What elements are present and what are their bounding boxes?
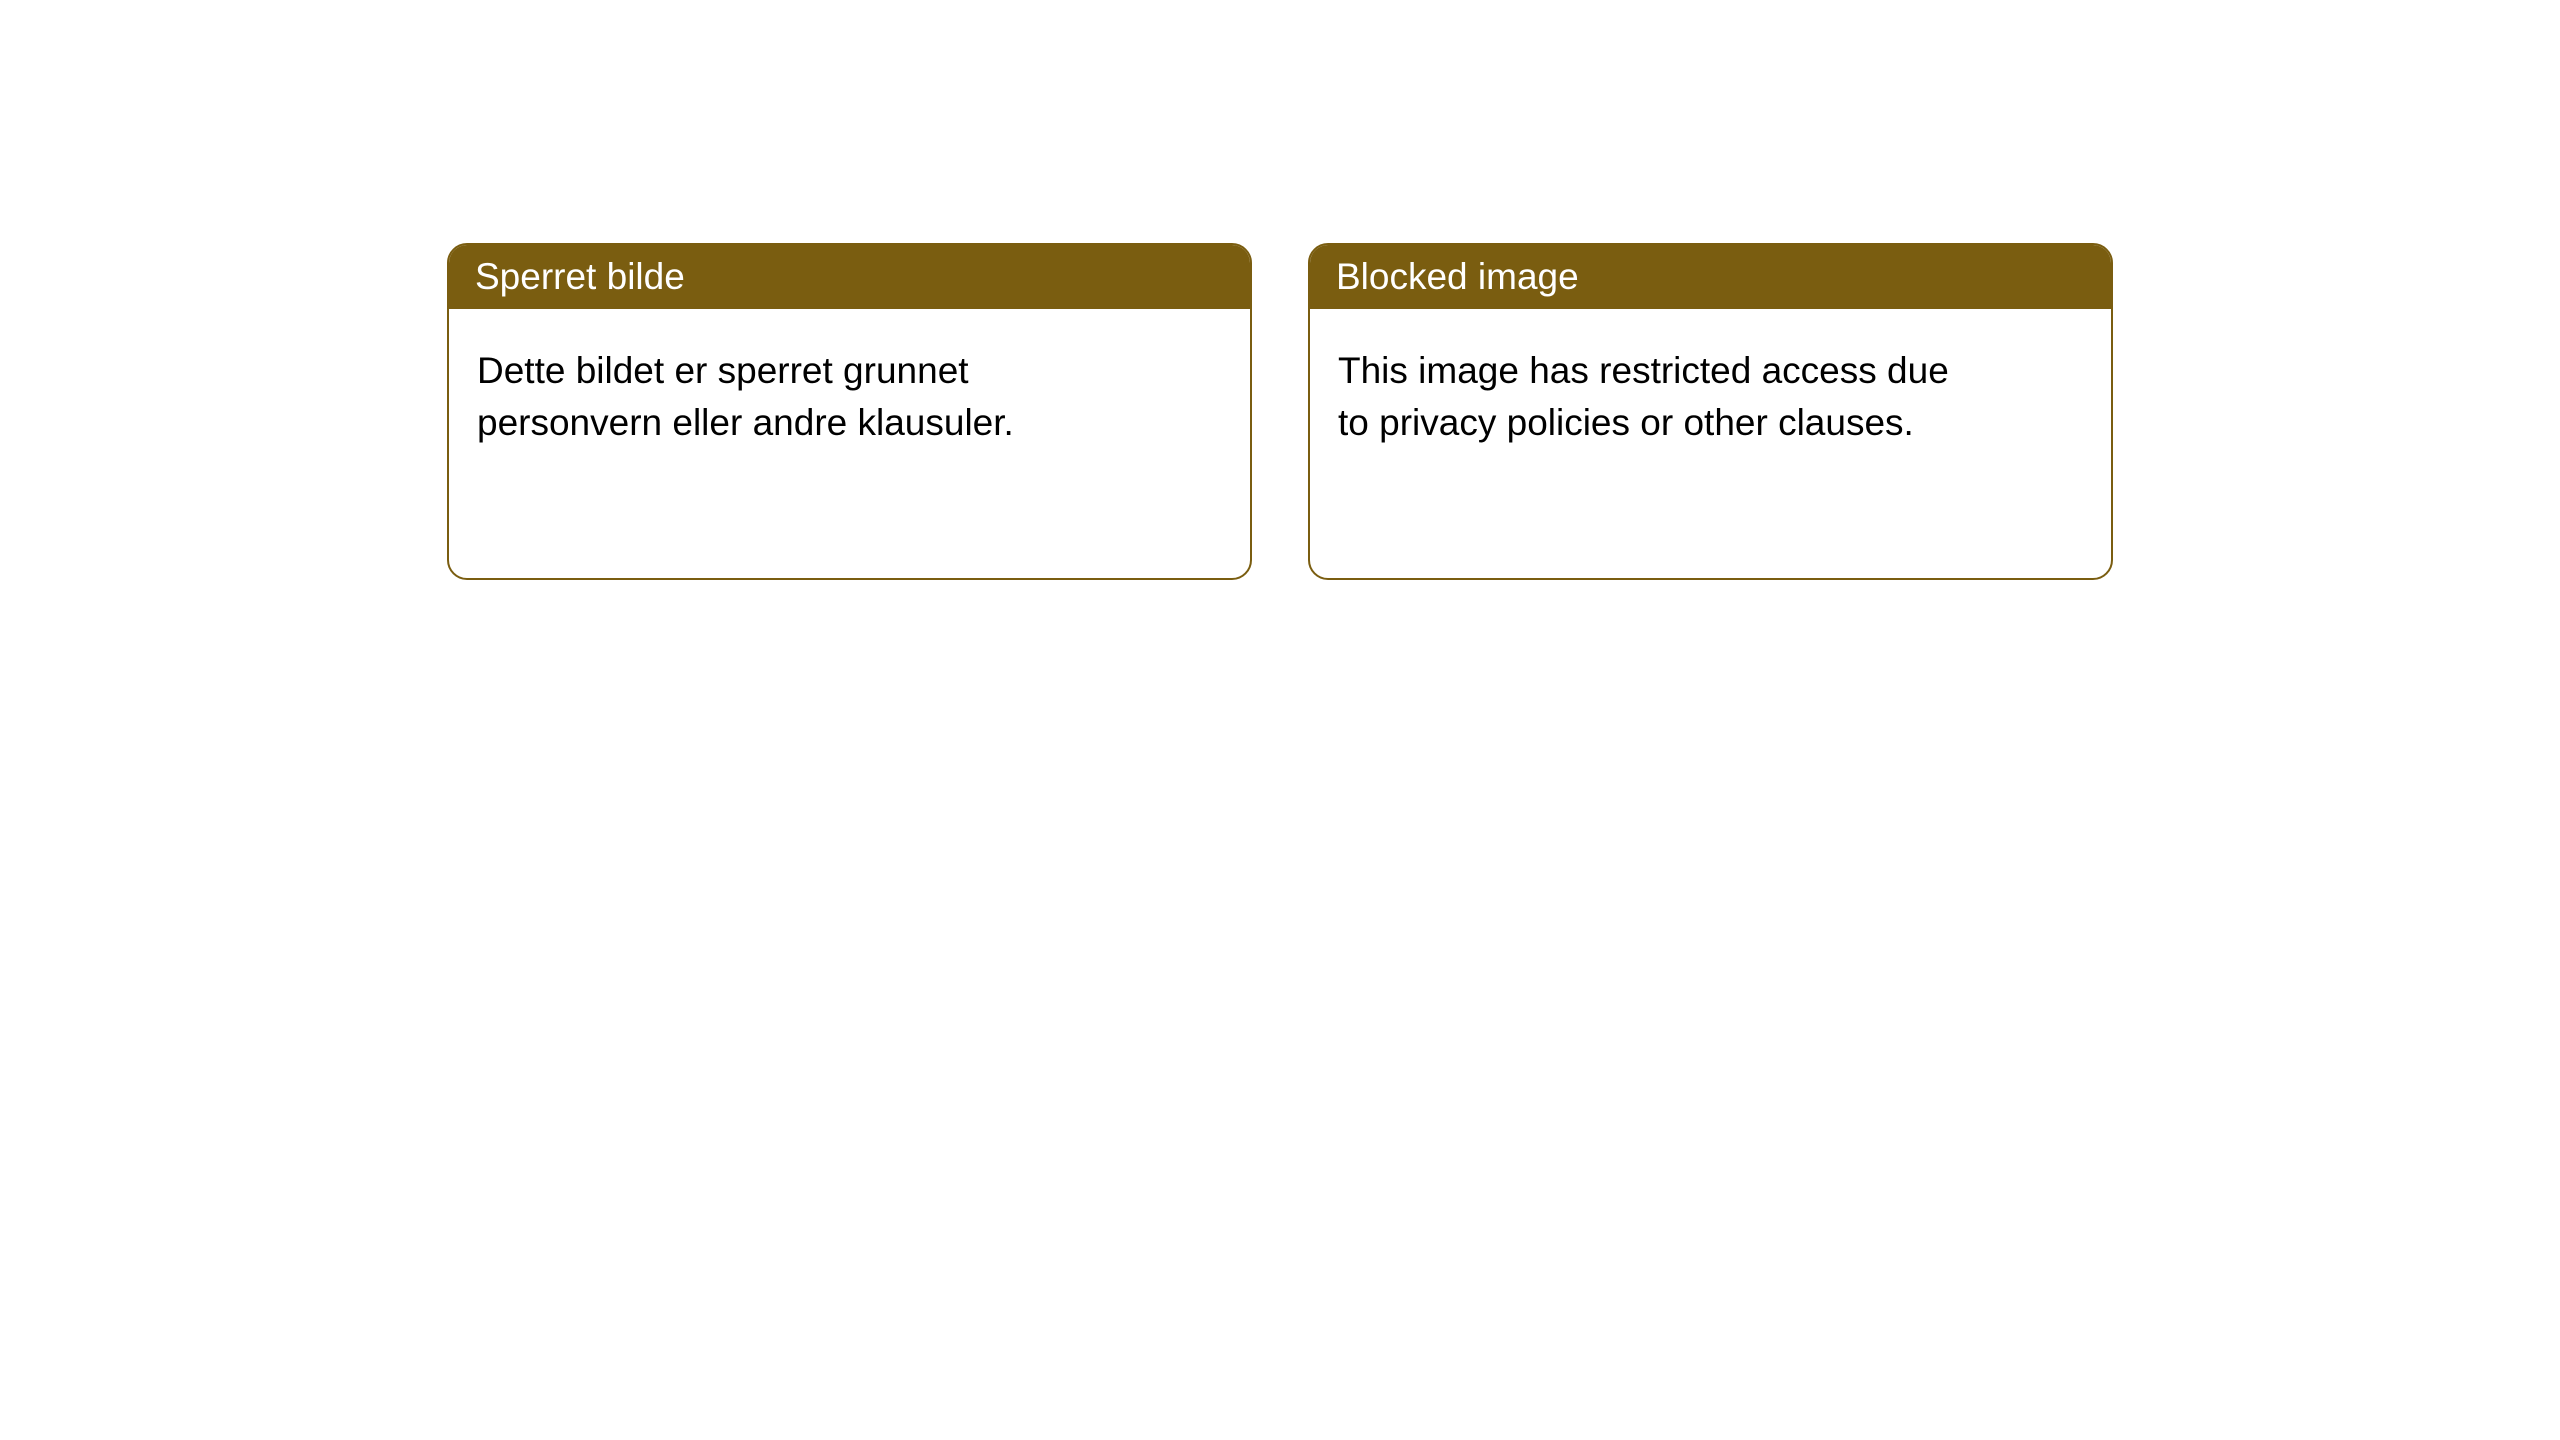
notice-card-no: Sperret bilde Dette bildet er sperret gr… (447, 243, 1252, 580)
notice-title-no: Sperret bilde (449, 245, 1250, 309)
notice-body-no: Dette bildet er sperret grunnet personve… (449, 309, 1119, 485)
notice-card-en: Blocked image This image has restricted … (1308, 243, 2113, 580)
notice-container: Sperret bilde Dette bildet er sperret gr… (447, 243, 2113, 580)
notice-body-en: This image has restricted access due to … (1310, 309, 1980, 485)
notice-title-en: Blocked image (1310, 245, 2111, 309)
